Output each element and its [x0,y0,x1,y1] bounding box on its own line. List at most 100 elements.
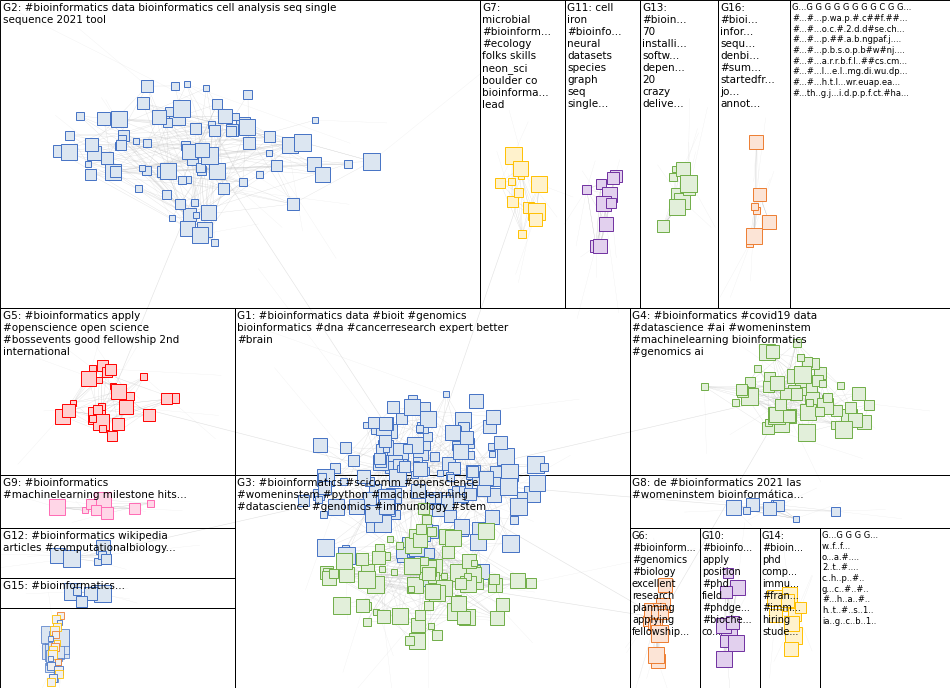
Bar [487,583,496,592]
Bar [0,528,235,578]
Bar [630,475,950,528]
Bar [383,424,397,438]
Bar [420,440,429,450]
Bar [679,175,696,192]
Bar [391,443,408,460]
Bar [411,619,426,632]
Bar [73,588,82,596]
Bar [58,630,68,641]
Bar [513,161,528,175]
Bar [86,162,91,167]
Bar [460,431,473,444]
Bar [447,462,460,473]
Bar [365,505,382,522]
Bar [719,635,732,647]
Bar [790,388,803,400]
Bar [379,435,391,447]
Bar [531,176,547,193]
Bar [445,510,456,522]
Bar [125,392,134,400]
Bar [411,484,426,498]
Bar [56,641,69,654]
Bar [488,443,495,450]
Bar [115,142,123,150]
Bar [97,361,107,372]
Bar [457,610,470,623]
Bar [527,456,544,473]
Bar [847,413,862,427]
Bar [630,528,700,688]
Bar [747,239,753,246]
Bar [371,419,386,434]
Bar [101,548,106,554]
Bar [565,0,640,308]
Bar [441,573,446,579]
Text: G4: #bioinformatics #covid19 data
#datascience #ai #womeninstem
#machinelearning: G4: #bioinformatics #covid19 data #datas… [632,311,817,357]
Bar [437,470,443,476]
Bar [420,559,436,576]
Bar [109,166,121,177]
Bar [760,528,820,688]
Bar [52,145,65,158]
Bar [602,187,618,202]
Bar [329,569,338,578]
Bar [419,402,430,413]
Bar [390,469,407,486]
Bar [357,470,370,483]
Bar [162,393,172,404]
Bar [190,123,201,134]
Bar [395,547,407,558]
Bar [93,405,103,414]
Bar [264,131,276,142]
Bar [48,650,57,659]
Bar [101,152,113,164]
Bar [54,639,65,649]
Bar [51,643,59,651]
Bar [443,457,455,470]
Bar [430,583,439,592]
Bar [428,585,445,601]
Bar [413,445,428,460]
Bar [333,597,351,614]
Bar [464,570,476,583]
Bar [651,654,665,668]
Bar [478,523,494,539]
Text: G13:
#bioin...
70
installi...
softw...
depen...
20
crazy
delive...: G13: #bioin... 70 installi... softw... d… [642,3,687,109]
Bar [459,609,475,625]
Bar [494,436,507,449]
Bar [366,519,379,532]
Bar [479,471,493,485]
Bar [372,551,385,564]
Bar [218,182,229,193]
Bar [368,416,379,427]
Bar [501,478,517,495]
Bar [201,147,218,164]
Text: G2: #bioinformatics data bioinformatics cell analysis seq single
sequence 2021 t: G2: #bioinformatics data bioinformatics … [3,3,336,25]
Bar [49,634,56,641]
Bar [471,560,477,566]
Bar [102,367,112,378]
Bar [405,537,421,552]
Bar [658,609,668,619]
Bar [745,378,754,387]
Bar [426,495,435,505]
Bar [48,661,58,671]
Bar [133,138,139,144]
Bar [379,499,394,514]
Bar [392,459,403,469]
Bar [408,557,414,563]
Bar [429,453,439,462]
Bar [501,464,518,481]
Bar [363,492,375,505]
Bar [582,185,591,194]
Bar [408,586,413,592]
Bar [307,158,321,171]
Bar [496,598,508,611]
Bar [55,670,63,678]
Bar [454,412,470,428]
Bar [226,124,238,136]
Bar [427,559,443,574]
Bar [409,539,427,556]
Bar [388,455,402,469]
Bar [788,385,800,397]
